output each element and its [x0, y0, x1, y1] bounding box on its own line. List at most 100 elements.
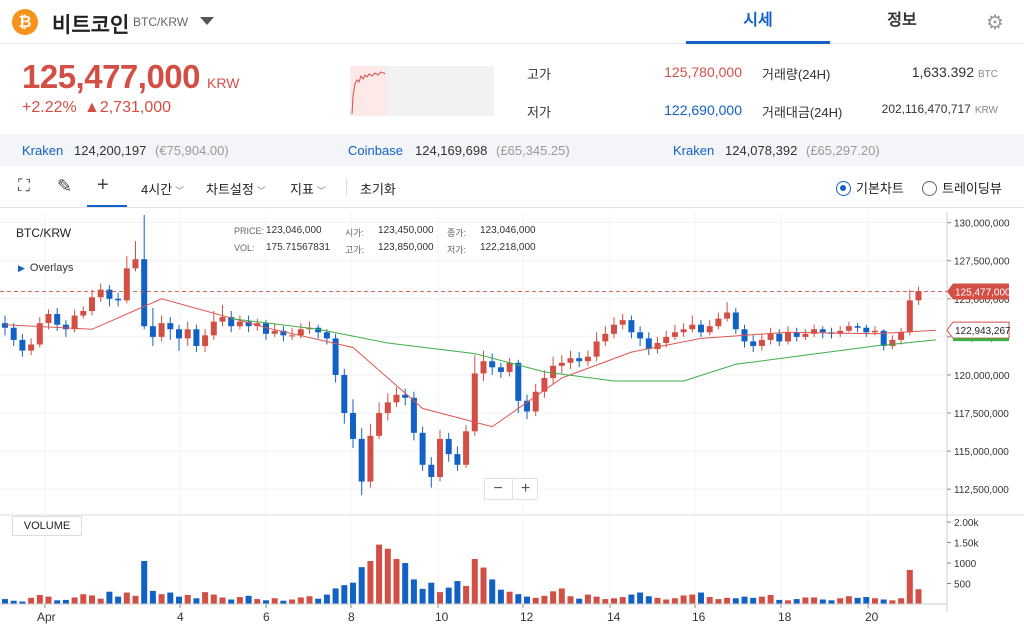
candle-body: [576, 358, 583, 362]
price-chart[interactable]: Apr 4 6 8 10 12 14 16 18 20 130,000,000 127,500,000…: [0, 208, 1024, 633]
volume-bar: [819, 599, 826, 604]
pencil-icon[interactable]: ✎: [57, 176, 73, 196]
candle-body: [750, 341, 757, 347]
volume-bar: [402, 563, 409, 604]
volume-bar: [54, 600, 61, 604]
exchange-fx: (€75,904.00): [155, 143, 229, 158]
overlays-toggle[interactable]: ▶ Overlays: [18, 262, 73, 274]
volume-bar: [332, 588, 339, 604]
x-tick-label: 12: [520, 610, 534, 624]
exchange-name[interactable]: Coinbase: [348, 143, 403, 158]
current-price-tag: [947, 283, 1009, 300]
volume-bar: [271, 598, 278, 604]
candle-body: [393, 394, 400, 403]
candle-body: [141, 259, 148, 327]
coin-name[interactable]: 비트코인: [52, 14, 130, 37]
candle-body: [132, 259, 139, 269]
vol-tick-label: 1000: [954, 559, 977, 570]
ma-tag: [946, 321, 1010, 339]
x-tick-label: 18: [778, 610, 792, 624]
candle-body: [906, 300, 913, 333]
volume-bar: [715, 599, 722, 604]
volume-bar: [524, 596, 530, 604]
y-tick-label: 130,000,000: [954, 219, 1010, 230]
candle-body: [645, 338, 652, 350]
exchange-name[interactable]: Kraken: [673, 143, 715, 158]
candle-body: [62, 324, 69, 330]
legend-open-value: 123,450,000: [378, 225, 434, 236]
candle-body: [524, 400, 530, 412]
volume-bar: [680, 595, 687, 604]
reset-button[interactable]: 초기화: [360, 182, 396, 197]
volume-bar: [367, 561, 374, 604]
volume-bar: [358, 567, 365, 604]
candle-body: [793, 332, 800, 337]
chart-toolbar: ⛶ ✎ + 4시간 ﹀ 차트설정 ﹀ 지표 ﹀ 초기화 기본차트 트레이딩뷰: [0, 166, 1024, 208]
volume-bar: [689, 594, 696, 604]
candle-body: [19, 339, 26, 351]
chart-settings-select[interactable]: 차트설정 ﹀: [206, 179, 266, 198]
fullscreen-icon[interactable]: ⛶: [18, 176, 30, 195]
volume-bar: [611, 598, 617, 604]
volume-bar: [376, 544, 383, 604]
x-tick-label: 10: [435, 610, 449, 624]
volume-bar: [593, 596, 600, 604]
volume-bar: [880, 599, 887, 604]
candle-body: [558, 362, 565, 366]
radio-tradingview[interactable]: 트레이딩뷰: [922, 178, 1002, 197]
y-tick-label: 127,500,000: [954, 257, 1010, 268]
volume-bar: [45, 596, 52, 604]
volume-bar: [550, 591, 557, 604]
x-tick-label: Apr: [37, 610, 56, 624]
indicators-select[interactable]: 지표 ﹀: [290, 179, 326, 198]
current-price: 125,477,000: [22, 58, 201, 95]
volume-bar: [123, 592, 130, 604]
candle-body: [811, 329, 818, 334]
candle-body: [236, 321, 243, 327]
candle-body: [758, 339, 765, 347]
exchange-name[interactable]: Kraken: [22, 143, 64, 158]
volume-bar: [532, 597, 539, 604]
volume-bar: [289, 599, 296, 604]
volume-label: 거래량(24H): [762, 67, 831, 82]
high-label: 고가: [527, 67, 551, 82]
volume-bar: [793, 599, 800, 604]
chevron-down-icon[interactable]: [200, 17, 214, 25]
exchange-prices-bar: Kraken 124,200,197 (€75,904.00) Coinbase…: [0, 134, 1024, 166]
zoom-in-button[interactable]: +: [512, 479, 538, 499]
candle-body: [497, 367, 504, 372]
tab-info[interactable]: 정보: [887, 12, 917, 29]
volume-bar: [602, 599, 609, 604]
volume-bar: [628, 594, 635, 604]
candle-body: [228, 317, 235, 327]
volume-bar: [497, 589, 504, 604]
volume-bar: [645, 596, 652, 604]
legend-low-label: 저가:: [447, 245, 467, 255]
crosshair-icon: +: [97, 174, 109, 196]
interval-select[interactable]: 4시간 ﹀: [141, 179, 184, 198]
crosshair-tool[interactable]: +: [87, 166, 127, 207]
candle-body: [315, 327, 322, 333]
candle-body: [767, 333, 774, 340]
y-tick-label: 115,000,000: [954, 447, 1009, 458]
gear-icon[interactable]: ⚙: [986, 12, 1004, 34]
candle-body: [193, 329, 200, 347]
zoom-controls: − +: [484, 478, 538, 500]
candle-body: [837, 330, 844, 334]
radio-basic-chart[interactable]: 기본차트: [836, 178, 904, 197]
volume-bar: [245, 595, 252, 604]
candle-body: [880, 330, 887, 347]
candle-body: [515, 362, 522, 401]
candle-body: [845, 326, 852, 331]
change-percent: +2.22%: [22, 99, 77, 116]
volume-bar: [541, 595, 548, 604]
zoom-out-button[interactable]: −: [493, 480, 503, 497]
exchange-price: 124,078,392: [725, 143, 798, 158]
candle-body: [332, 338, 339, 375]
candle-body: [776, 333, 783, 342]
candle-body: [915, 291, 922, 301]
chevron-down-icon: ﹀: [175, 186, 185, 196]
coin-pair[interactable]: BTC/KRW: [133, 15, 189, 29]
tab-price[interactable]: 시세: [686, 0, 830, 44]
volume-bar: [515, 594, 522, 604]
